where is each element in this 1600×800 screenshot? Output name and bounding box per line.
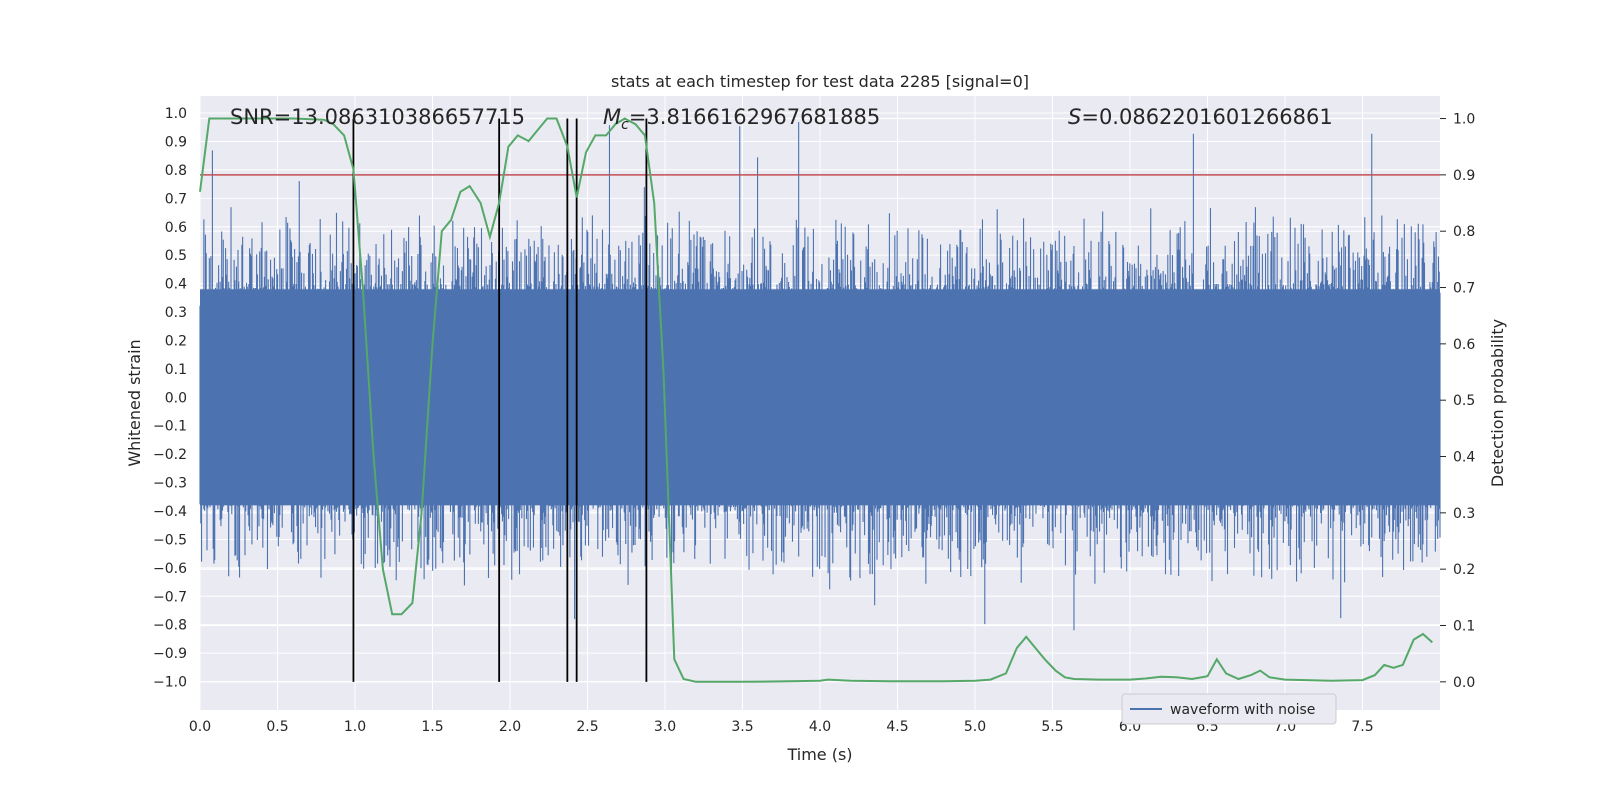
- x-axis-label: Time (s): [786, 745, 852, 764]
- y-right-tick-label: 0.7: [1453, 281, 1475, 297]
- x-tick-label: 4.5: [886, 719, 908, 735]
- y-left-tick-label: 0.9: [165, 134, 187, 150]
- y-left-tick-label: −0.1: [153, 419, 187, 435]
- y-left-tick-label: −0.6: [153, 561, 187, 577]
- y-right-tick-label: 0.0: [1453, 675, 1475, 691]
- y-left-tick-label: −0.9: [153, 646, 187, 662]
- legend-box: [1121, 693, 1337, 725]
- y-left-tick-label: −0.8: [153, 618, 187, 634]
- y-right-tick-label: 0.3: [1453, 506, 1475, 522]
- y-axis-left-label: Whitened strain: [125, 339, 144, 466]
- y-left-tick-label: −0.5: [153, 532, 187, 548]
- y-left-tick-label: 1.0: [165, 106, 187, 122]
- y-left-tick-label: −0.3: [153, 476, 187, 492]
- y-left-tick-label: 0.1: [165, 362, 187, 378]
- y-right-tick-label: 0.2: [1453, 562, 1475, 578]
- s-value: =0.0862201601266861: [1081, 105, 1332, 129]
- y-right-tick-label: 0.5: [1453, 393, 1475, 409]
- y-left-tick-label: −0.4: [153, 504, 187, 520]
- y-right-tick-label: 0.8: [1453, 224, 1475, 240]
- y-right-tick-label: 0.1: [1453, 619, 1475, 635]
- chirp-mass-subscript: c: [621, 117, 629, 133]
- x-tick-label: 2.5: [576, 719, 598, 735]
- y-right-tick-label: 0.6: [1453, 337, 1475, 353]
- y-left-tick-label: 0.2: [165, 333, 187, 349]
- y-left-tick-label: −1.0: [153, 675, 187, 691]
- detection-probability-series: [199, 117, 1433, 683]
- s-annotation: S=0.0862201601266861: [1068, 105, 1333, 129]
- x-tick-label: 7.5: [1351, 719, 1373, 735]
- y-left-tick-label: 0.0: [165, 390, 187, 406]
- y-left-tick-label: 0.3: [165, 305, 187, 321]
- y-right-tick-label: 0.4: [1453, 450, 1475, 466]
- chart-title: stats at each timestep for test data 228…: [611, 72, 1029, 91]
- x-tick-label: 4.0: [809, 719, 831, 735]
- y-left-tick-label: −0.2: [153, 447, 187, 463]
- x-tick-label: 0.5: [266, 719, 288, 735]
- y-left-tick-label: 0.7: [165, 191, 187, 207]
- x-tick-label: 1.5: [421, 719, 443, 735]
- x-tick-label: 1.0: [344, 719, 366, 735]
- y-right-tick-label: 0.9: [1453, 168, 1475, 184]
- x-tick-label: 5.5: [1041, 719, 1063, 735]
- snr-annotation: SNR=13.086310386657715: [230, 105, 525, 129]
- s-symbol: S: [1068, 105, 1081, 129]
- y-left-tick-label: 0.4: [165, 277, 187, 293]
- x-tick-label: 2.0: [499, 719, 521, 735]
- waveform-series: [199, 122, 1441, 631]
- x-tick-label: 3.0: [654, 719, 676, 735]
- waveform-line: [199, 122, 1441, 631]
- vertical-markers: [352, 118, 648, 682]
- legend-waveform-label: waveform with noise: [1170, 702, 1315, 718]
- chirp-mass-annotation: Mc=3.8166162967681885: [603, 105, 880, 133]
- chirp-mass-symbol: M: [603, 105, 621, 129]
- y-left-tick-label: 0.5: [165, 248, 187, 264]
- legend: waveform with noise: [1121, 693, 1337, 725]
- x-tick-label: 5.0: [964, 719, 986, 735]
- x-tick-label: 3.5: [731, 719, 753, 735]
- y-axis-right-label: Detection probability: [1488, 319, 1507, 487]
- chirp-mass-value: =3.8166162967681885: [629, 105, 880, 129]
- x-tick-label: 0.0: [189, 719, 211, 735]
- tick-labels: 0.0 0.5 1.0 1.5 2.0 2.5 3.0 3.5 4.0 4.5 5.0 5.5 6.0 6…: [153, 106, 1475, 735]
- y-left-tick-label: 0.8: [165, 163, 187, 179]
- y-left-tick-label: 0.6: [165, 220, 187, 236]
- y-right-tick-label: 1.0: [1453, 112, 1475, 128]
- y-left-tick-label: −0.7: [153, 589, 187, 605]
- detection-probability-line: [199, 117, 1433, 683]
